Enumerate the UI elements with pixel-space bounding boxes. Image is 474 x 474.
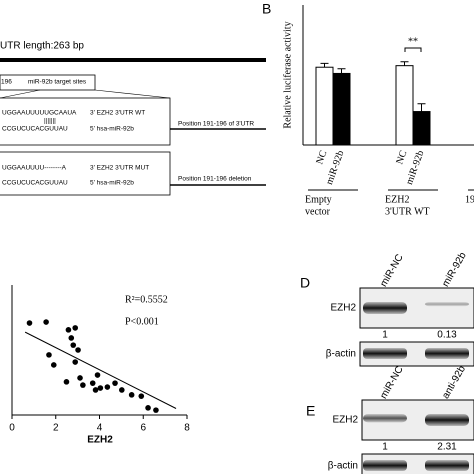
panel-label: B: [262, 1, 271, 17]
wt-target-label: 3' EZH2 3'UTR WT: [90, 110, 145, 117]
panel-label: D: [300, 275, 310, 291]
point: [70, 342, 77, 348]
panel-label: E: [306, 403, 315, 419]
point: [50, 362, 57, 368]
point: [68, 335, 75, 341]
annotation: P<0.001: [125, 316, 159, 327]
band: [363, 414, 407, 423]
point: [26, 320, 33, 326]
bar: [412, 111, 431, 146]
x-tick-label: 8: [184, 423, 190, 434]
x-tick-label: 2: [53, 423, 59, 434]
mut-mirna-label: 5' hsa-miR-92b: [90, 180, 134, 187]
x-tick-label: 0: [9, 423, 15, 434]
fit-line: [24, 331, 177, 409]
pairing: |||||||: [44, 118, 56, 125]
wt-mirna: CCGUCUCACGUUAU: [2, 126, 68, 133]
point: [72, 325, 79, 331]
mut-position: Position 191-196 deletion: [178, 176, 252, 183]
control-label: β-actin: [328, 461, 358, 472]
mut-mirna: CCGUCUCACGUUAU: [2, 180, 68, 187]
callout: [94, 89, 171, 99]
mut-target: UGGAAUUUU--------A: [2, 165, 67, 172]
x-tick-label: 4: [97, 423, 103, 434]
point: [46, 352, 52, 358]
site-pos: 196: [1, 79, 12, 86]
series-label: NC: [394, 149, 409, 166]
significance: **: [408, 36, 418, 47]
point: [128, 392, 135, 398]
point: [112, 380, 118, 386]
y-axis-label: Relative luciferase activity: [282, 21, 293, 128]
point: [63, 379, 70, 385]
wt-mirna-label: 5' hsa-miR-92b: [90, 126, 134, 133]
annotation: R²=0.5552: [125, 294, 168, 305]
point: [72, 359, 79, 365]
site-box: [0, 74, 96, 91]
point: [153, 407, 159, 413]
lane-label: miR-NC: [378, 365, 405, 401]
bar: [395, 65, 414, 146]
category-label: vector: [305, 206, 331, 217]
utr-bar: [0, 58, 266, 62]
band: [425, 302, 469, 307]
category-label: 3'UTR WT: [385, 206, 430, 217]
category-label: 19: [465, 194, 474, 205]
point: [94, 372, 101, 378]
category-label: EZH2: [385, 194, 409, 205]
target-label: EZH2: [332, 415, 358, 426]
target-label: EZH2: [330, 303, 356, 314]
band: [363, 302, 407, 314]
wt-target: UGGAAUUUUUGCAAUA: [2, 110, 77, 117]
band: [363, 460, 407, 471]
point: [77, 375, 83, 381]
series-label: NC: [314, 149, 329, 166]
x-axis-label: EZH2: [87, 435, 113, 446]
mut-target-label: 3' EZH2 3'UTR MUT: [90, 165, 149, 172]
point: [43, 319, 49, 325]
lane-label: anti-92b: [440, 364, 468, 401]
point: [145, 405, 151, 411]
point: [104, 384, 111, 390]
point: [89, 380, 96, 386]
point: [75, 347, 81, 353]
site-label: miR-92b target sites: [28, 79, 87, 86]
sig-bracket: [404, 47, 422, 52]
control-label: β-actin: [326, 349, 356, 360]
band: [425, 414, 469, 426]
mut-box: [0, 151, 171, 196]
bar: [332, 72, 351, 146]
band: [425, 460, 469, 471]
point: [97, 385, 104, 391]
point: [92, 387, 99, 393]
x-tick-label: 6: [140, 423, 146, 434]
error-bar: [417, 103, 426, 112]
wt-position: Position 191-196 of 3'UTR: [178, 121, 254, 128]
band: [363, 348, 407, 359]
band: [425, 348, 469, 359]
lane-label: miR-92b: [440, 250, 469, 289]
point: [119, 387, 125, 393]
error-bar: [337, 68, 346, 74]
category-label: Empty: [305, 194, 332, 205]
callout: [0, 89, 41, 99]
utr-length: UTR length:263 bp: [0, 41, 84, 52]
level: 0.13: [437, 330, 457, 341]
point: [80, 382, 86, 388]
point: [65, 327, 72, 333]
wt-box: [0, 97, 171, 146]
bar: [315, 66, 334, 146]
error-bar: [400, 61, 409, 66]
lane-label: miR-NC: [378, 253, 405, 289]
error-bar: [320, 62, 329, 68]
panel-a: UTR length:263 bp 196 miR-92b target sit…: [0, 41, 266, 196]
point: [138, 393, 145, 399]
level: 1: [382, 330, 388, 341]
level: 1: [382, 442, 388, 453]
level: 2.31: [437, 442, 457, 453]
